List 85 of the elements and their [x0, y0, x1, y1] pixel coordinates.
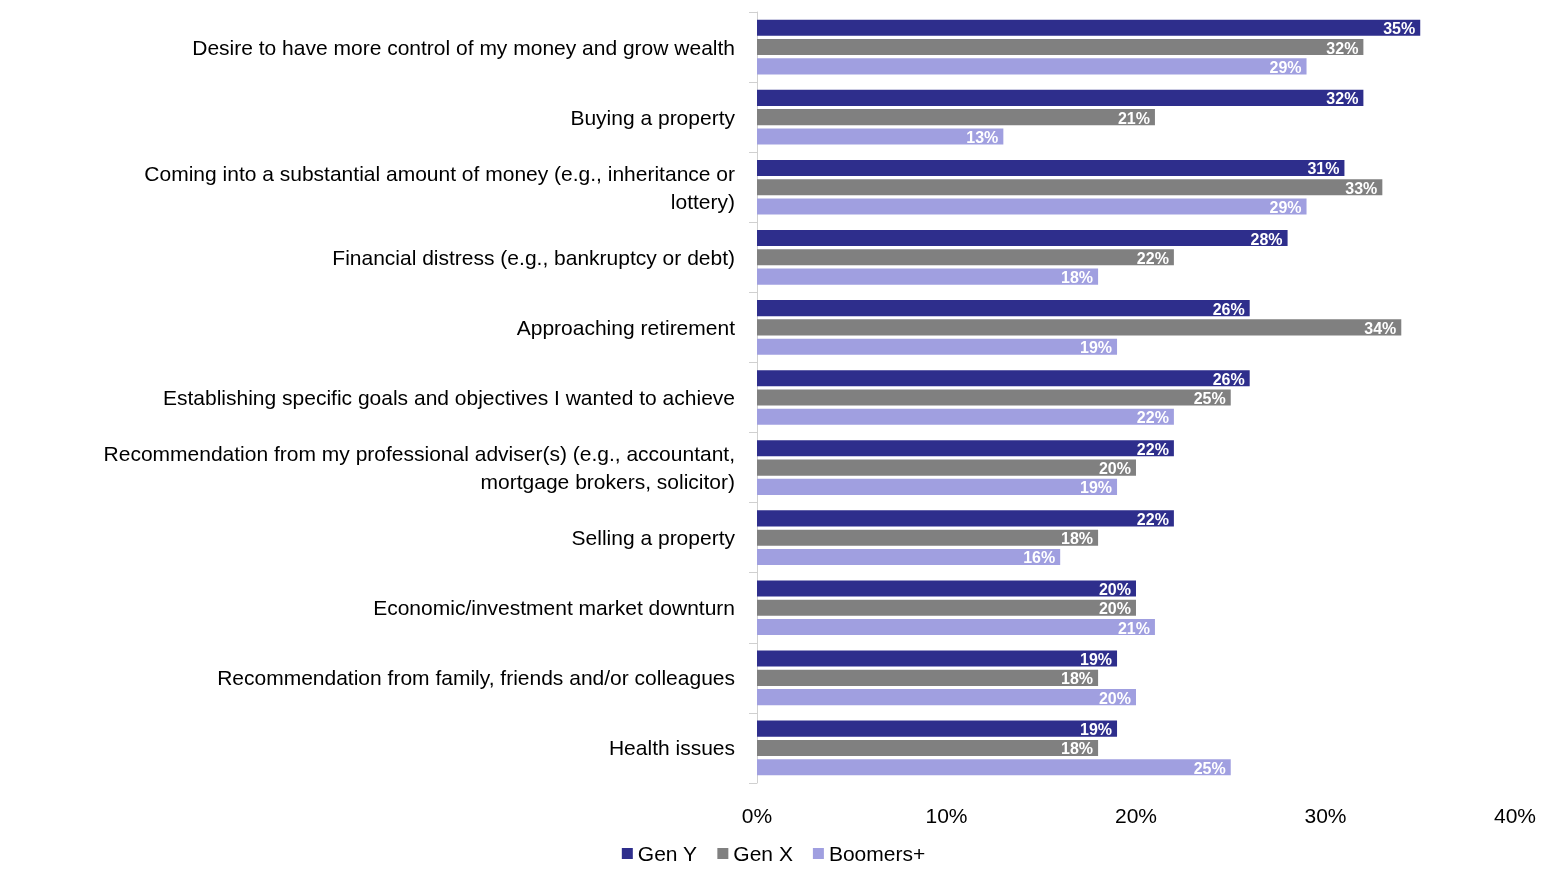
data-label: 22% [1136, 409, 1169, 427]
legend-label: Gen X [733, 842, 793, 865]
bar [757, 389, 1231, 406]
y-tick-label: Health issues [608, 736, 735, 760]
bar [757, 58, 1307, 75]
x-tick-label: 20% [1114, 804, 1158, 827]
legend-label: Gen Y [637, 842, 697, 865]
data-label: 32% [1326, 90, 1359, 108]
bar [757, 759, 1231, 776]
bar [757, 619, 1155, 636]
y-tick-label: Establishing specific goals and objectives I wanted to achieve [162, 386, 735, 409]
bar [757, 268, 1099, 285]
bar [757, 198, 1307, 215]
x-tick-label: 40% [1493, 804, 1536, 827]
legend-label: Boomers+ [828, 842, 926, 865]
data-label: 18% [1061, 740, 1094, 758]
bar [757, 529, 1099, 546]
bar [757, 179, 1383, 196]
data-label: 33% [1345, 179, 1378, 197]
data-label: 22% [1136, 510, 1169, 528]
bar [757, 650, 1118, 667]
data-label: 21% [1117, 109, 1150, 127]
bar [757, 89, 1364, 106]
bar [757, 229, 1288, 247]
data-label: 21% [1117, 619, 1150, 637]
bar [757, 689, 1136, 706]
bar [757, 720, 1118, 737]
x-tick-label: 0% [741, 804, 773, 827]
y-tick-label: Selling a property [571, 526, 736, 550]
data-label: 20% [1098, 460, 1131, 478]
bar [757, 39, 1364, 56]
y-tick-label: Approaching retirement [516, 315, 736, 339]
y-tick-label: Buying a property [570, 105, 736, 129]
data-label: 22% [1136, 249, 1169, 267]
bar [757, 300, 1250, 317]
data-label: 31% [1307, 160, 1340, 178]
data-label: 34% [1364, 319, 1397, 337]
bar [757, 599, 1136, 616]
y-tick-label: Desire to have more control of my money and grow wealth [192, 35, 735, 59]
data-label: 25% [1193, 759, 1226, 777]
bar [757, 510, 1174, 527]
data-label: 32% [1326, 39, 1359, 57]
data-label: 20% [1098, 580, 1131, 598]
x-tick-label: 10% [925, 804, 968, 827]
data-label: 19% [1080, 339, 1113, 357]
data-label: 19% [1080, 721, 1113, 739]
y-tick-label: Coming into a substantial amount of money (e.g., inheritance or lottery) [144, 161, 736, 213]
data-label: 25% [1193, 390, 1226, 407]
bar [757, 440, 1174, 457]
bar [757, 249, 1174, 266]
bar [757, 459, 1136, 476]
data-label: 26% [1212, 300, 1245, 318]
x-tick-label: 30% [1304, 804, 1347, 827]
data-label: 16% [1023, 549, 1056, 567]
y-tick-label: Recommendation from my professional adviser(s) (e.g., accountant, mortgage brokers, solicitor) [103, 442, 735, 494]
data-label: 29% [1269, 199, 1302, 217]
bar [757, 580, 1136, 597]
data-label: 19% [1080, 651, 1113, 669]
data-label: 29% [1269, 58, 1302, 76]
y-tick-label: Recommendation from family, friends and/or colleagues [217, 666, 735, 690]
y-tick-label: Financial distress (e.g., bankruptcy or debt) [332, 245, 735, 269]
bar [757, 370, 1250, 387]
bar [757, 669, 1099, 686]
bar [757, 478, 1118, 495]
data-label: 28% [1250, 230, 1283, 248]
data-label: 18% [1061, 670, 1094, 688]
data-label: 19% [1080, 479, 1113, 497]
y-tick-label: Economic/investment market downturn [373, 596, 735, 620]
bar [757, 739, 1099, 756]
data-label: 22% [1136, 440, 1169, 458]
bar [757, 548, 1061, 566]
data-label: 20% [1098, 689, 1131, 707]
data-label: 35% [1383, 20, 1416, 38]
bar [757, 128, 1004, 145]
bar [757, 408, 1174, 425]
data-label: 20% [1098, 600, 1131, 618]
data-label: 18% [1061, 269, 1094, 287]
bar [757, 319, 1402, 336]
bar [757, 159, 1345, 176]
data-label: 13% [966, 128, 999, 146]
bar [757, 19, 1421, 36]
data-label: 18% [1061, 530, 1094, 548]
bar [757, 109, 1155, 126]
bar [757, 338, 1118, 355]
data-label: 26% [1212, 370, 1245, 388]
